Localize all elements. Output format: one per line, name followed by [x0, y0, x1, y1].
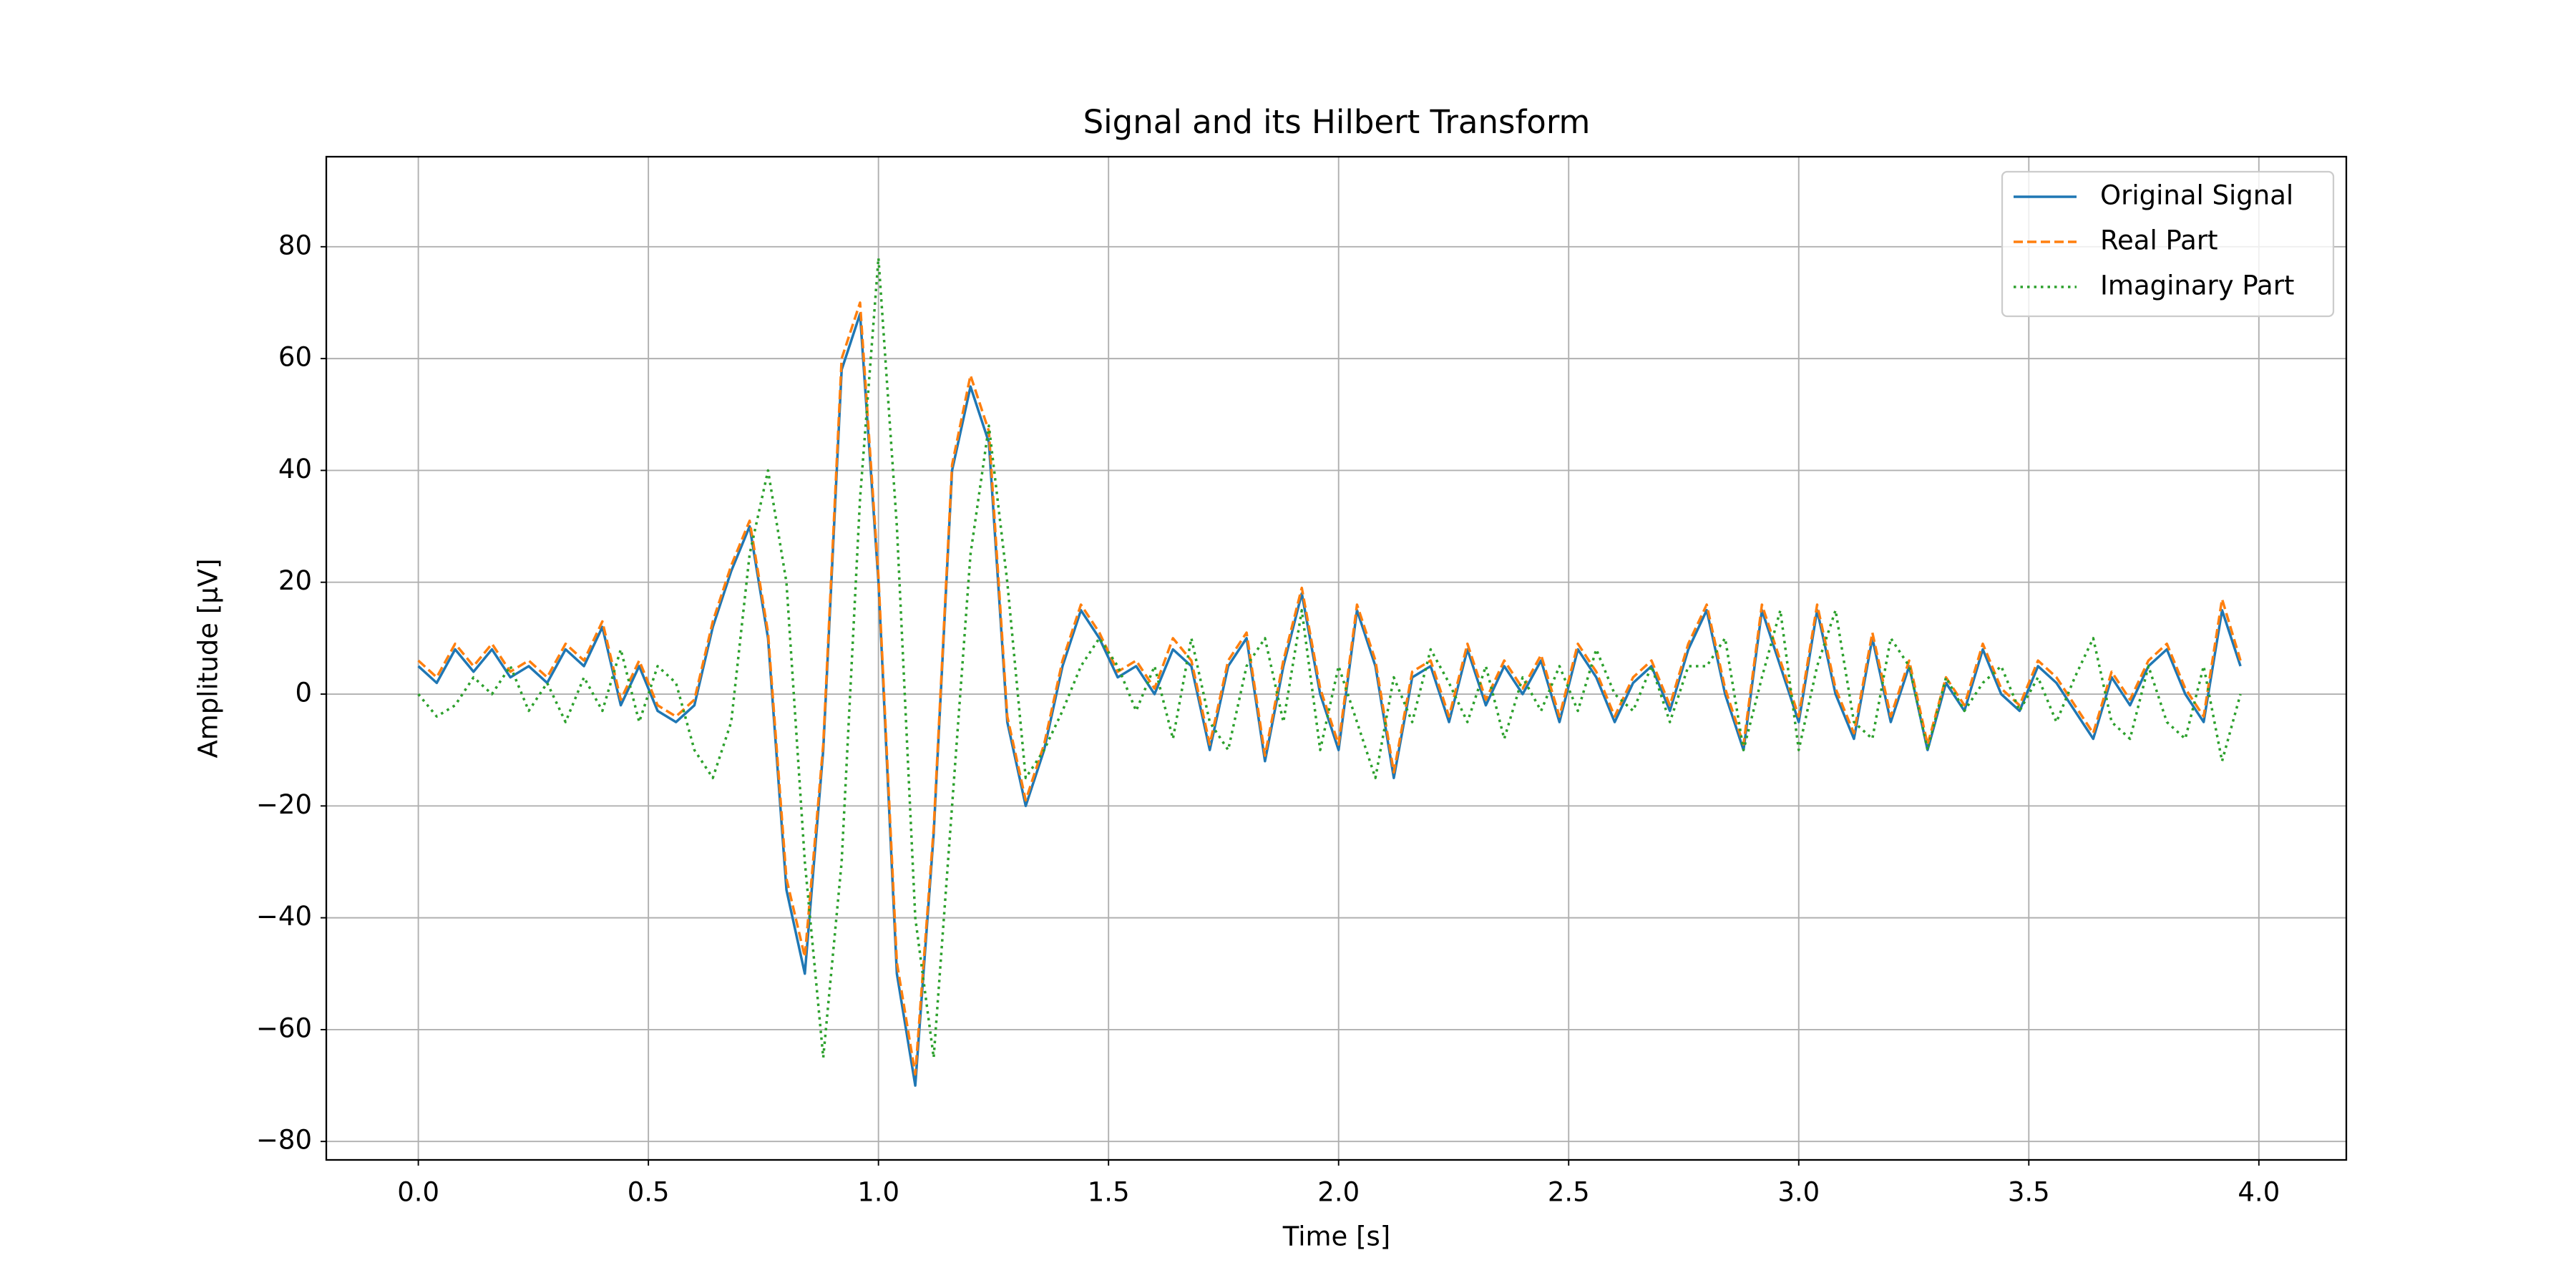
y-tick-label: 40 — [278, 454, 312, 484]
legend-label: Real Part — [2100, 225, 2218, 256]
x-axis-label: Time [s] — [1282, 1221, 1390, 1252]
y-tick-label: −20 — [256, 789, 312, 820]
x-tick-label: 2.5 — [1548, 1177, 1590, 1208]
legend-box — [2001, 170, 2335, 318]
y-tick-label: 20 — [278, 565, 312, 596]
legend-label: Original Signal — [2100, 180, 2293, 211]
x-tick-label: 1.0 — [857, 1177, 899, 1208]
axes-frame — [325, 155, 2348, 1161]
y-tick-label: 0 — [295, 678, 312, 708]
legend-label: Imaginary Part — [2100, 270, 2294, 301]
x-tick-label: 0.0 — [397, 1177, 439, 1208]
x-tick-label: 4.0 — [2238, 1177, 2280, 1208]
x-tick-label: 3.5 — [2008, 1177, 2050, 1208]
y-tick-label: −40 — [256, 901, 312, 932]
y-tick-label: −60 — [256, 1013, 312, 1043]
plot-area — [417, 256, 2242, 1087]
chart-title: Signal and its Hilbert Transform — [1083, 103, 1591, 141]
x-tick-label: 1.5 — [1088, 1177, 1130, 1208]
series-line — [417, 312, 2242, 1087]
y-axis-label: Amplitude [μV] — [193, 558, 224, 758]
y-tick-label: −80 — [256, 1125, 312, 1156]
x-tick-label: 2.0 — [1317, 1177, 1360, 1208]
x-tick-label: 0.5 — [628, 1177, 670, 1208]
y-tick-label: 60 — [278, 342, 312, 373]
y-tick-label: 80 — [278, 230, 312, 260]
legend: Original Signal Real Part Imaginary Part — [2001, 170, 2335, 318]
x-tick-label: 3.0 — [1777, 1177, 1820, 1208]
